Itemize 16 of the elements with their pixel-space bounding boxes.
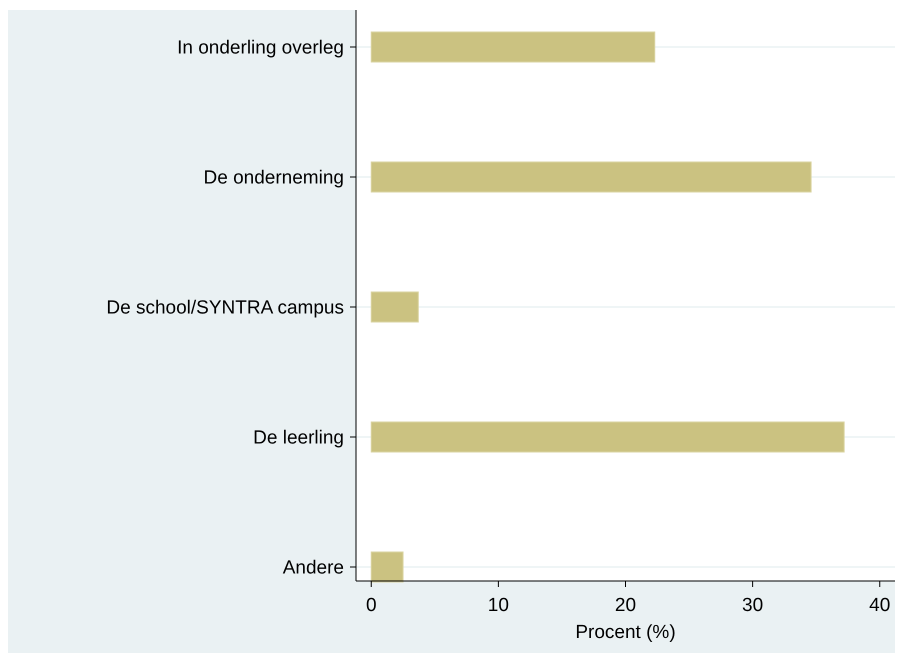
bar [370, 422, 845, 452]
x-tick-label: 20 [614, 595, 636, 616]
bar [370, 552, 404, 582]
bar [370, 162, 812, 192]
y-tick-label: In onderling overleg [177, 38, 344, 59]
y-tick-label: De leerling [253, 428, 344, 449]
x-tick-label: 0 [366, 595, 377, 616]
y-tick-label: De school/SYNTRA campus [106, 298, 344, 319]
y-tick-label: De onderneming [204, 168, 344, 189]
x-tick-label: 10 [488, 595, 509, 616]
bar [370, 32, 656, 62]
bar [370, 292, 419, 322]
y-tick-label: Andere [282, 558, 344, 579]
x-axis-title: Procent (%) [575, 622, 676, 643]
x-tick-label: 40 [869, 595, 890, 616]
x-tick-label: 30 [742, 595, 764, 616]
